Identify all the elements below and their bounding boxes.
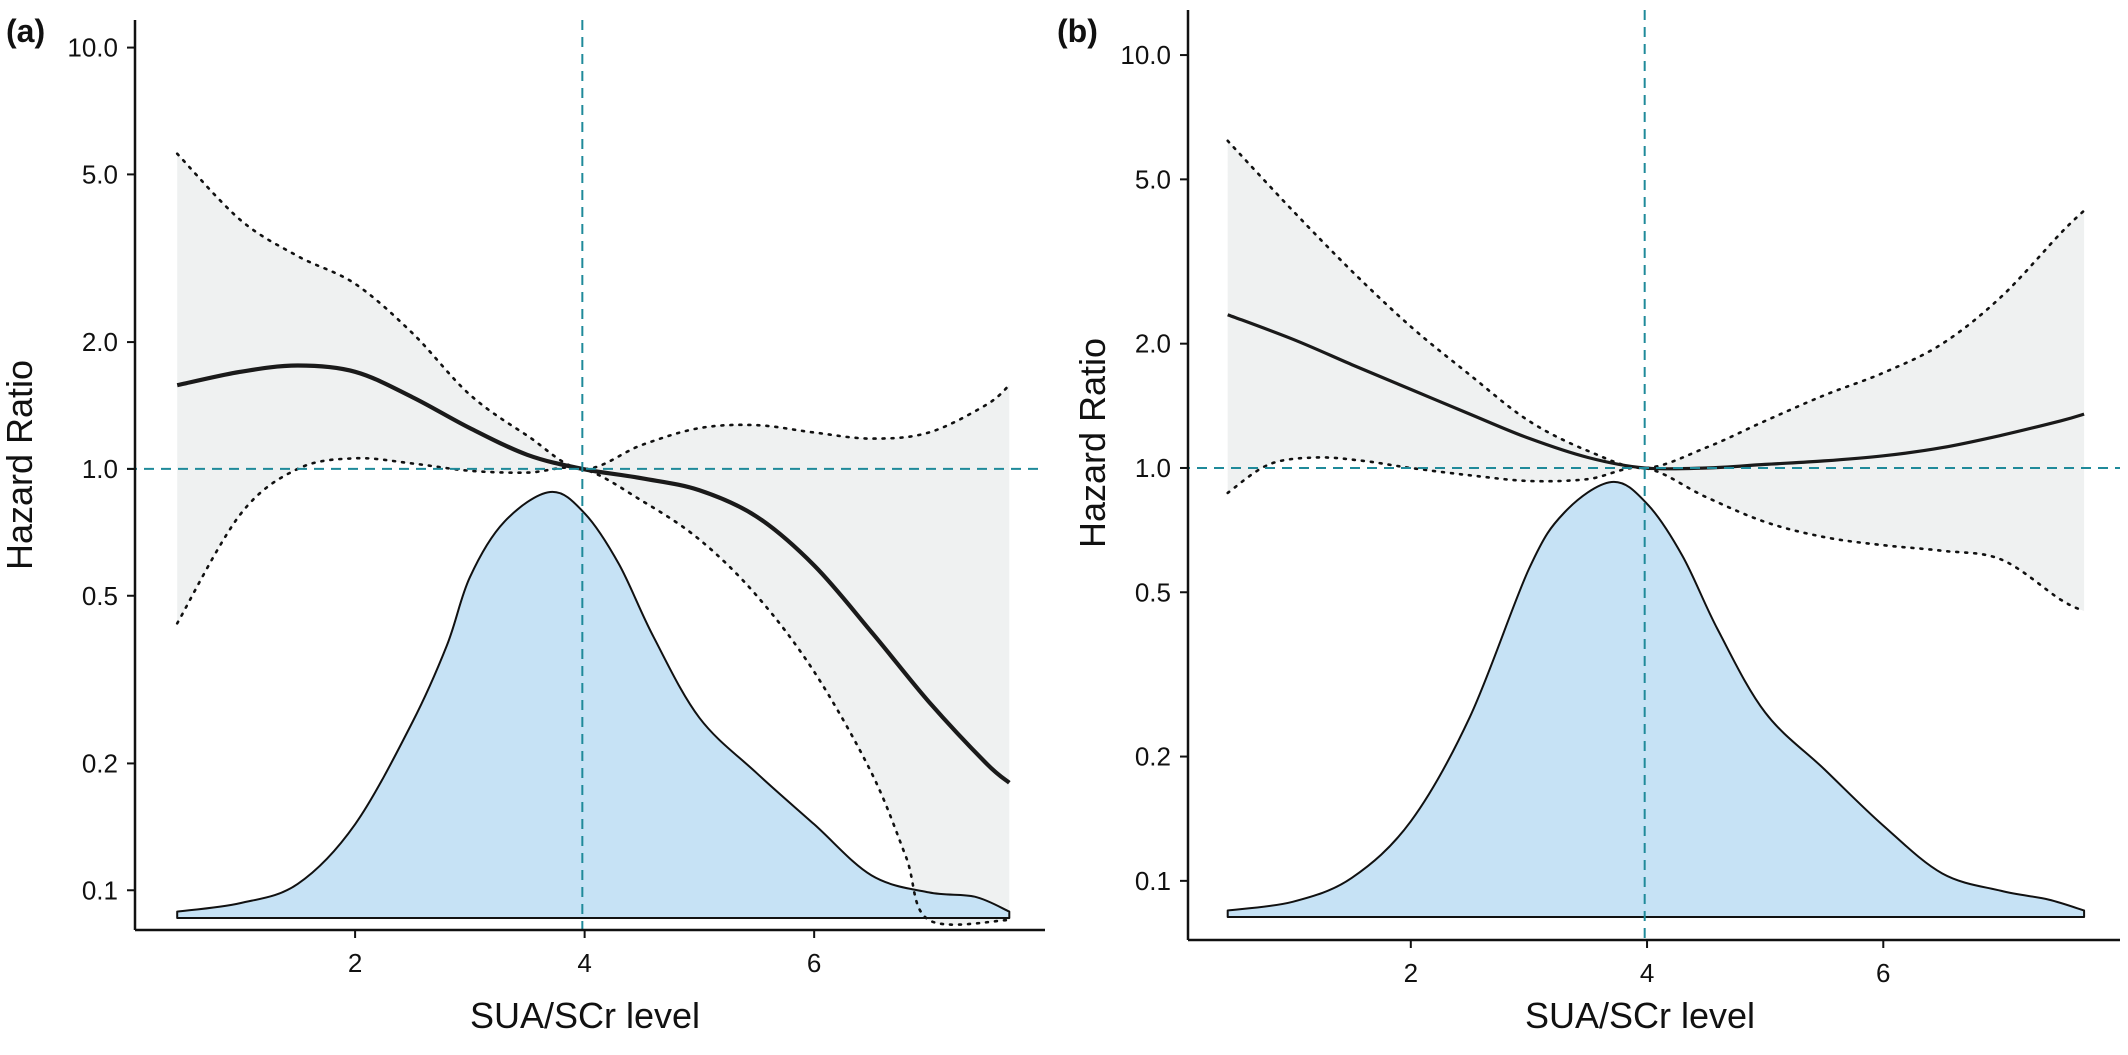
x-tick-label: 2 bbox=[348, 948, 362, 978]
y-tick-label: 10.0 bbox=[67, 33, 118, 63]
x-tick-label: 6 bbox=[807, 948, 821, 978]
x-axis-title: SUA/SCr level bbox=[1525, 995, 1755, 1036]
y-tick-label: 5.0 bbox=[1135, 164, 1171, 194]
chart-panel-b: 0.1 0.2 0.5 1.0 2.0 5.0 10.0 2 4 6 SUA/SCr level Ha… bbox=[1057, 10, 2120, 1036]
y-axis-title: Hazard Ratio bbox=[0, 360, 40, 570]
x-tick-label: 4 bbox=[1640, 958, 1654, 988]
x-tick-label: 6 bbox=[1876, 958, 1890, 988]
density-curve bbox=[176, 490, 1011, 919]
y-axis-title: Hazard Ratio bbox=[1072, 338, 1113, 548]
x-axis-title: SUA/SCr level bbox=[470, 995, 700, 1036]
x-tick-label: 4 bbox=[577, 948, 591, 978]
y-tick-label: 1.0 bbox=[82, 454, 118, 484]
y-tick-label: 0.1 bbox=[1135, 866, 1171, 896]
chart-panel-a: 0.1 0.2 0.5 1.0 2.0 5.0 10.0 2 4 6 SUA/SCr level Ha… bbox=[0, 13, 1045, 1036]
y-tick-label: 0.5 bbox=[82, 581, 118, 611]
density-curve bbox=[1226, 480, 2086, 918]
hazard-ratio-line bbox=[176, 363, 1011, 785]
ci-band bbox=[1227, 140, 2085, 612]
y-tick-label: 1.0 bbox=[1135, 453, 1171, 483]
y-tick-label: 0.2 bbox=[82, 748, 118, 778]
y-tick-label: 2.0 bbox=[82, 327, 118, 357]
y-tick-label: 5.0 bbox=[82, 159, 118, 189]
y-tick-label: 10.0 bbox=[1120, 40, 1171, 70]
ci-band bbox=[177, 153, 1010, 925]
x-tick-label: 2 bbox=[1404, 958, 1418, 988]
y-tick-label: 0.5 bbox=[1135, 577, 1171, 607]
panel-label: (a) bbox=[6, 13, 45, 49]
y-tick-label: 0.1 bbox=[82, 875, 118, 905]
panel-label: (b) bbox=[1057, 13, 1098, 49]
y-tick-label: 2.0 bbox=[1135, 329, 1171, 359]
ci-lower-line bbox=[175, 456, 1011, 926]
y-tick-label: 0.2 bbox=[1135, 742, 1171, 772]
ci-upper-line bbox=[1226, 139, 2086, 470]
